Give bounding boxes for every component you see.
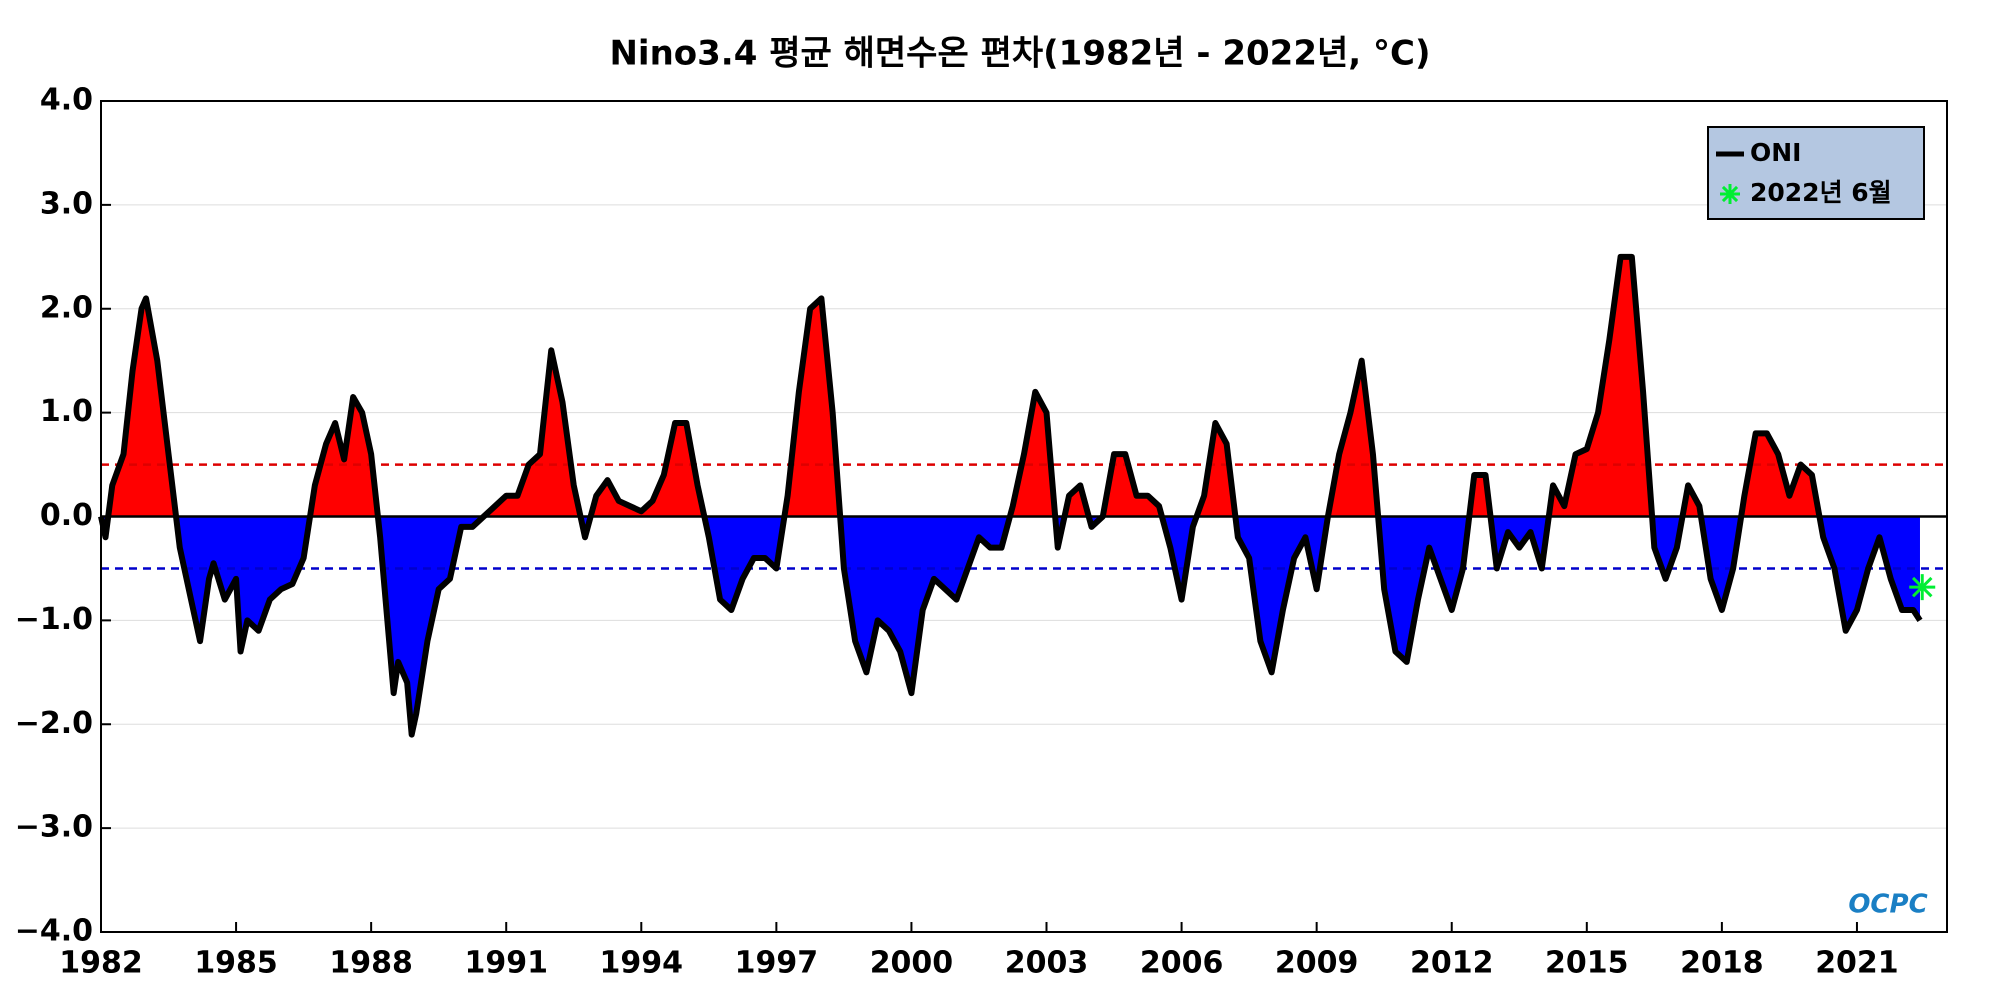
positive-area <box>101 256 1920 517</box>
x-tick-label: 2000 <box>870 946 954 981</box>
y-tick-label: 3.0 <box>40 186 93 221</box>
star-stroke <box>1721 185 1739 203</box>
marker <box>1909 574 1936 601</box>
x-tick-label: 1991 <box>464 946 548 981</box>
legend-box <box>1707 126 1925 220</box>
x-tick-label: 1982 <box>59 946 143 981</box>
x-tick-label: 1997 <box>735 946 819 981</box>
y-tick-label: −2.0 <box>15 706 93 741</box>
x-tick-label: 2006 <box>1140 946 1224 981</box>
legend-label: 2022년 6월 <box>1750 178 1892 207</box>
y-tick-label: 1.0 <box>40 394 93 429</box>
plot-frame <box>100 100 1948 933</box>
x-tick-label: 2021 <box>1815 946 1899 981</box>
negative-area <box>101 516 1920 735</box>
x-tick-label: 2009 <box>1275 946 1359 981</box>
x-tick-label: 2003 <box>1005 946 1089 981</box>
legend-marker <box>1720 184 1740 204</box>
y-tick-label: −1.0 <box>15 602 93 637</box>
chart-title: Nino3.4 평균 해면수온 편차(1982년 - 2022년, °C) <box>609 34 1430 74</box>
oni-line <box>98 253 1923 738</box>
x-tick-label: 2018 <box>1680 946 1764 981</box>
y-tick-label: −4.0 <box>15 914 93 949</box>
x-tick-label: 1994 <box>600 946 684 981</box>
logo: OCPC <box>1848 890 1927 920</box>
y-tick-label: 2.0 <box>40 290 93 325</box>
x-tick-label: 2012 <box>1410 946 1494 981</box>
x-tick-label: 1988 <box>329 946 413 981</box>
x-tick-label: 2015 <box>1545 946 1629 981</box>
x-tick-label: 1985 <box>194 946 278 981</box>
star-stroke <box>1911 576 1933 598</box>
legend-label: ONI <box>1750 138 1801 167</box>
y-tick-label: 4.0 <box>40 83 93 118</box>
y-tick-label: 0.0 <box>40 498 93 533</box>
y-tick-label: −3.0 <box>15 810 93 845</box>
